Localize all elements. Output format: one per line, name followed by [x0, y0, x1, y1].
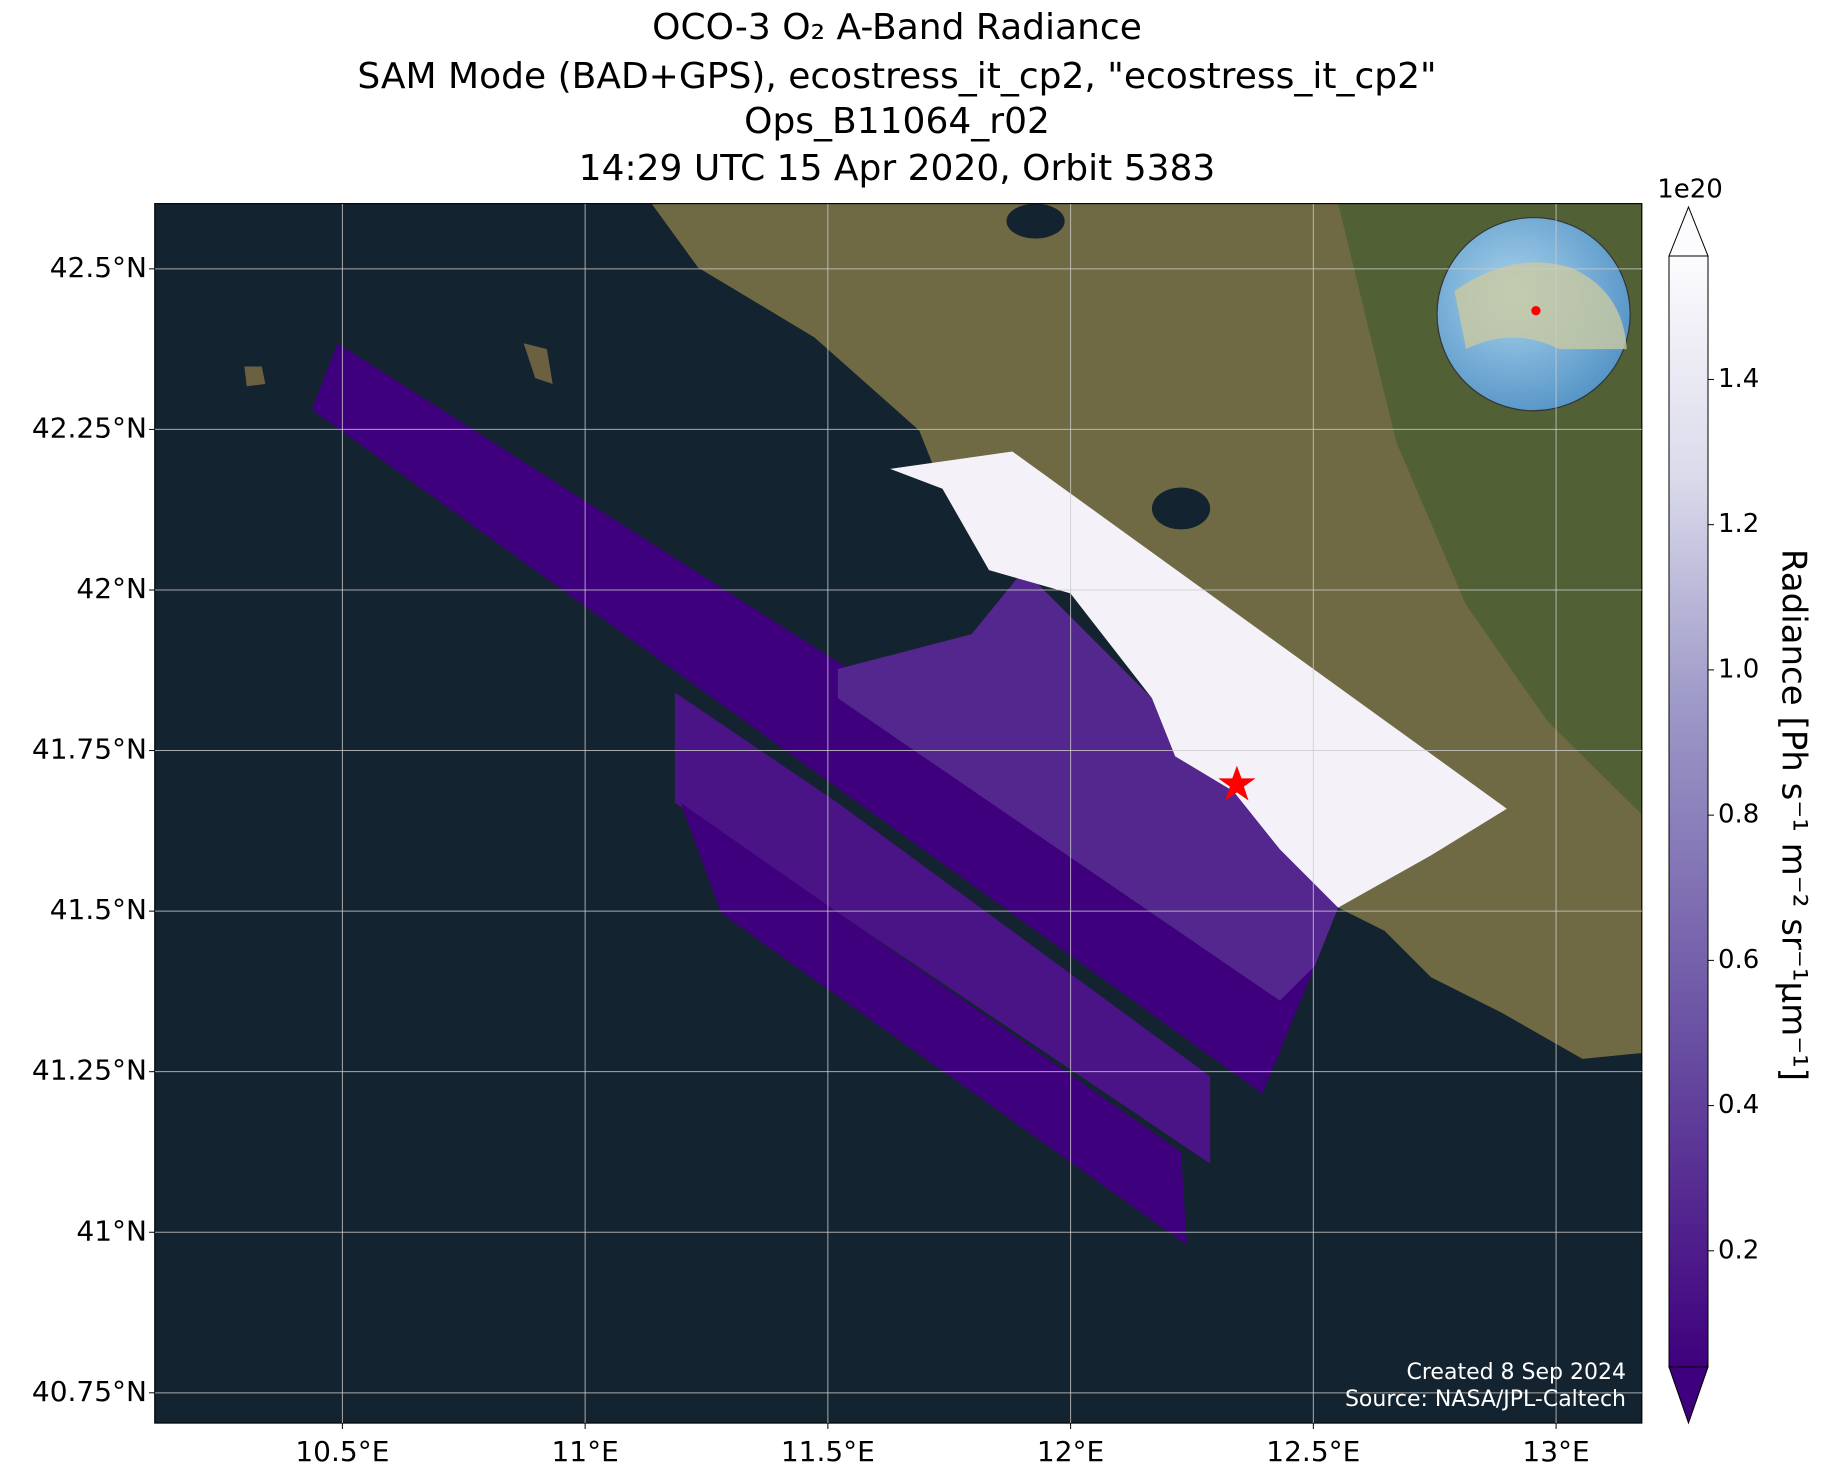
- y-tick-label: 40.75°N: [32, 1375, 147, 1408]
- colorbar-max-extension: [1668, 205, 1709, 257]
- lake: [1006, 203, 1065, 239]
- y-tick-label: 41°N: [76, 1214, 147, 1247]
- y-tick-label: 41.25°N: [32, 1054, 147, 1087]
- chart-title: SAM Mode (BAD+GPS), ecostress_it_cp2, "e…: [357, 56, 1436, 97]
- colorbar: [1668, 255, 1709, 1368]
- axes: OCO-3 O₂ A-Band Radiance SAM Mode (BAD+GP…: [32, 7, 1814, 1468]
- y-tick-label: 42.5°N: [50, 251, 147, 284]
- colorbar-tick-label: 1.2: [1718, 509, 1759, 539]
- x-tick-label: 12.5°E: [1266, 1435, 1360, 1468]
- x-tick-label: 11°E: [551, 1435, 618, 1468]
- chart-title: OCO-3 O₂ A-Band Radiance: [652, 7, 1142, 48]
- x-tick-label: 13°E: [1522, 1435, 1589, 1468]
- credit: Created 8 Sep 2024: [1407, 1360, 1627, 1385]
- y-tick-label: 42°N: [76, 572, 147, 605]
- colorbar-tick-label: 0.2: [1718, 1235, 1759, 1265]
- map-layer: [154, 203, 1643, 1424]
- island: [523, 343, 553, 384]
- swath: [890, 451, 1507, 908]
- swath: [837, 570, 1339, 1001]
- star: [1218, 765, 1256, 801]
- swath: [680, 802, 1187, 1246]
- globe-marker: [1531, 306, 1541, 316]
- island: [244, 366, 266, 387]
- y-tick-label: 42.25°N: [32, 411, 147, 444]
- colorbar-tick-label: 1.4: [1718, 364, 1759, 394]
- colorbar-min-extension: [1668, 1366, 1709, 1425]
- gridlines: [155, 204, 1642, 1423]
- chart-title: 14:29 UTC 15 Apr 2020, Orbit 5383: [579, 148, 1216, 189]
- globe-land: [1454, 262, 1627, 350]
- colorbar-offset: 1e20: [1657, 175, 1723, 205]
- colorbar-tick-label: 0.8: [1718, 800, 1759, 830]
- y-tick-label: 41.5°N: [50, 893, 147, 926]
- credit: Source: NASA/JPL-Caltech: [1345, 1387, 1626, 1412]
- colorbar-tick-label: 0.6: [1718, 945, 1759, 975]
- lake: [1151, 487, 1211, 530]
- y-tick-label: 41.75°N: [32, 733, 147, 766]
- colorbar-tick-label: 0.4: [1718, 1090, 1759, 1120]
- x-tick-label: 11.5°E: [781, 1435, 875, 1468]
- chart-title: Ops_B11064_r02: [744, 101, 1050, 142]
- x-tick-label: 12°E: [1037, 1435, 1104, 1468]
- map-frame: [154, 203, 1643, 1424]
- swath: [674, 692, 1211, 1164]
- x-tick-label: 10.5°E: [295, 1435, 389, 1468]
- colorbar-tick-label: 1.0: [1718, 654, 1759, 684]
- colorbar-label: Radiance [Ph s⁻¹ m⁻² sr⁻¹μm⁻¹]: [1774, 549, 1814, 1081]
- map-area: [154, 203, 1642, 1424]
- swath: [311, 343, 1315, 1094]
